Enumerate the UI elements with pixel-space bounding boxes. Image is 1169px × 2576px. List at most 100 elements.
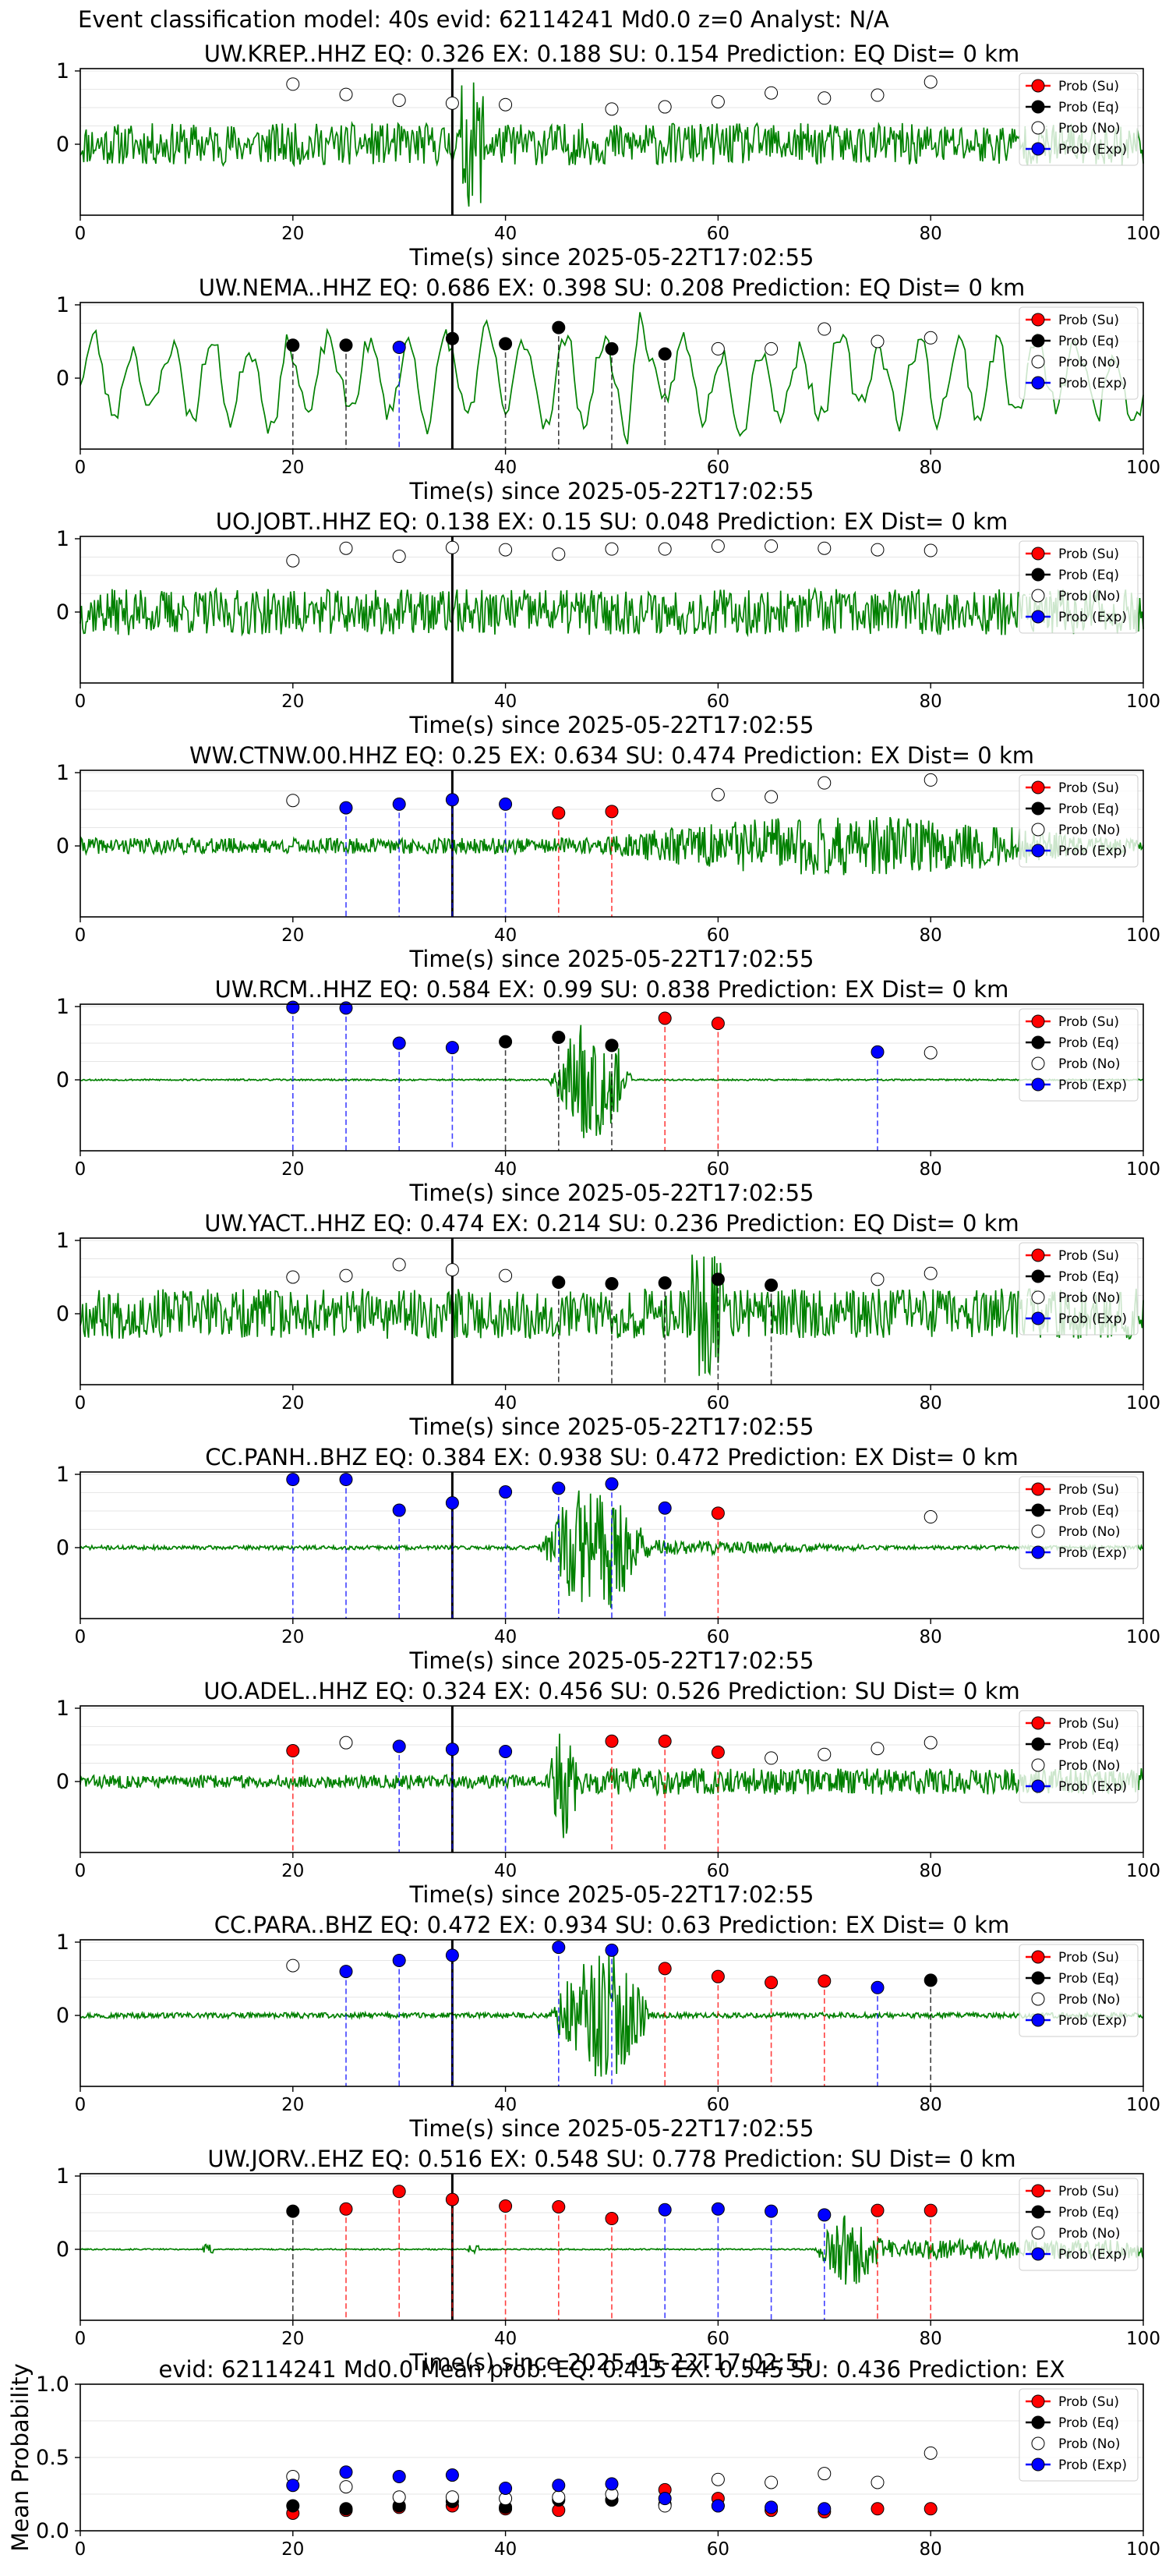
panel-5-point-eq [765,1278,779,1292]
panel-8-xtick-label: 60 [707,2095,729,2115]
panel-8-legend-label-su: Prob (Su) [1058,1950,1119,1966]
panel-9-legend-marker-eq [1031,2205,1045,2219]
panel-5-ytick-label: 0 [56,1302,69,1326]
panel-9-point-eq [286,2204,300,2218]
panel-4-point-su [711,1017,725,1031]
panel-1-point-eq [605,341,619,356]
panel-mean-xtick-label: 100 [1126,2539,1160,2560]
panel-1-frame [79,302,1144,450]
panel-7-point-su [286,1744,300,1758]
panel-8-point-exp [552,1941,566,1955]
panel-8-legend-marker-no [1031,1992,1045,2006]
panel-1-point-no [711,341,725,356]
panel-2-point-no [658,542,672,556]
mean-legend-label-exp: Prob (Exp) [1058,2457,1127,2473]
panel-0-point-no [924,75,938,89]
panel-4-point-eq [499,1035,513,1049]
panel-9-legend-marker-exp [1031,2247,1045,2261]
panel-7-legend-marker-exp [1031,1779,1045,1793]
panel-1-xtick-label: 40 [494,458,517,478]
panel-6-point-no [924,1510,938,1524]
panel-3-point-exp [499,797,513,811]
panel-6-legend-marker-eq [1031,1503,1045,1517]
panel-6-point-exp [392,1503,406,1517]
panel-5-legend-marker-su [1031,1248,1045,1262]
panel-2-point-no [765,539,779,553]
panel-7-point-exp [499,1744,513,1758]
panel-6-legend-label-no: Prob (No) [1058,1524,1121,1540]
panel-0-title: UW.KREP..HHZ EQ: 0.326 EX: 0.188 SU: 0.1… [204,41,1020,67]
panel-3-legend-label-no: Prob (No) [1058,823,1121,838]
panel-6-point-exp [499,1485,513,1499]
panel-3-legend-marker-eq [1031,801,1045,816]
panel-0-xtick-label: 60 [707,224,729,244]
panel-0-point-no [605,102,619,116]
panel-6-legend-marker-su [1031,1482,1045,1496]
panel-0-legend-label-exp: Prob (Exp) [1058,142,1127,157]
panel-8-point-su [818,1974,832,1988]
panel-4-title: UW.RCM..HHZ EQ: 0.584 EX: 0.99 SU: 0.838… [215,976,1009,1003]
panel-8-legend-box [1019,1944,1139,2037]
panel-5-legend-label-eq: Prob (Eq) [1058,1269,1119,1285]
panel-0-xlabel: Time(s) since 2025-05-22T17:02:55 [409,244,814,271]
panel-3-frame [79,770,1144,918]
panel-6-legend-label-exp: Prob (Exp) [1058,1545,1127,1561]
panel-2-point-no [924,543,938,557]
panel-8-xtick-label: 80 [920,2095,942,2115]
panel-5-waveform [79,1254,1144,1377]
panel-9-legend-label-exp: Prob (Exp) [1058,2247,1127,2263]
panel-3-point-exp [339,801,353,815]
panel-1-title: UW.NEMA..HHZ EQ: 0.686 EX: 0.398 SU: 0.2… [199,274,1025,301]
panel-3-legend-marker-exp [1031,844,1045,858]
panel-7-ytick-label: 0 [56,1770,69,1794]
panel-0-legend-box [1019,73,1139,166]
panel-2-legend-label-exp: Prob (Exp) [1058,610,1127,625]
panel-8-legend-label-eq: Prob (Eq) [1058,1971,1119,1987]
panel-4-xtick-label: 80 [920,1159,942,1180]
panel-1-ytick-label: 1 [56,293,69,317]
panel-0-frame [79,68,1144,216]
mean-legend-marker-no [1031,2436,1045,2450]
panel-2-point-no [445,540,459,554]
panel-9-point-su [924,2203,938,2217]
panel-5-frame [79,1237,1144,1385]
panel-9-xtick-label: 40 [494,2329,517,2349]
panel-1-point-eq [658,347,672,361]
panel-3-xtick-label: 80 [920,925,942,946]
panel-2-title: UO.JOBT..HHZ EQ: 0.138 EX: 0.15 SU: 0.04… [216,508,1008,535]
panel-4-point-eq [605,1039,619,1053]
panel-4-point-exp [339,1001,353,1015]
panel-3-point-su [552,806,566,820]
mean-point-no [818,2467,832,2481]
panel-2-legend-label-no: Prob (No) [1058,589,1121,604]
panel-3-legend-label-eq: Prob (Eq) [1058,801,1119,817]
panel-4-legend-marker-su [1031,1014,1045,1028]
panel-8-xtick-label: 0 [75,2095,87,2115]
panel-1-xlabel: Time(s) since 2025-05-22T17:02:55 [409,478,814,504]
panel-5-legend-label-no: Prob (No) [1058,1290,1121,1306]
panel-2-ytick-label: 0 [56,600,69,625]
panel-0-xtick-label: 100 [1126,224,1160,244]
figure-suptitle: Event classification model: 40s evid: 62… [78,6,889,33]
panel-3-xtick-label: 0 [75,925,87,946]
panel-3-xtick-label: 20 [281,925,304,946]
panel-4-legend-box [1019,1008,1139,1102]
panel-4-ytick-label: 0 [56,1068,69,1092]
panel-9-point-exp [658,2203,672,2217]
panel-8-point-eq [924,1973,938,1987]
mean-point-eq [286,2499,300,2513]
panel-9-point-exp [765,2204,779,2218]
panel-5-point-no [339,1269,353,1283]
panel-3-point-su [605,805,619,819]
panel-6-point-su [711,1506,725,1520]
panel-9-point-su [499,2199,513,2213]
panel-7-legend-marker-no [1031,1758,1045,1772]
panel-2-point-no [605,542,619,556]
panel-1-point-eq [552,320,566,334]
mean-point-exp [658,2492,672,2506]
panel-9-xtick-label: 80 [920,2329,942,2349]
